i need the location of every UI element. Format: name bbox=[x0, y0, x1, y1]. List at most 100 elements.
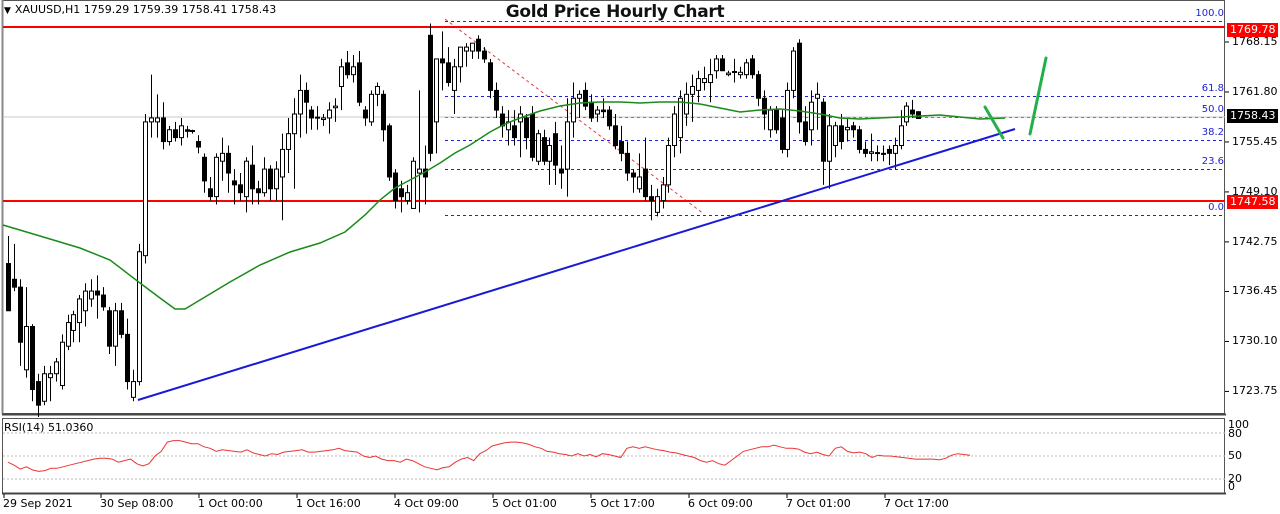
time-tick-label: 6 Oct 09:00 bbox=[688, 497, 753, 510]
bullish-candle bbox=[827, 125, 832, 162]
main-pane-frame bbox=[2, 0, 1225, 414]
price-tick-label: 1736.45 bbox=[1232, 284, 1278, 298]
bullish-candle bbox=[143, 121, 148, 257]
bullish-candle bbox=[702, 78, 707, 84]
bullish-candle bbox=[411, 160, 416, 209]
bearish-candle bbox=[524, 117, 529, 139]
price-tick-label: 1742.75 bbox=[1232, 234, 1278, 248]
bullish-candle bbox=[137, 251, 142, 383]
bullish-candle bbox=[262, 168, 267, 194]
bearish-candle bbox=[125, 333, 130, 383]
bullish-candle bbox=[339, 66, 344, 87]
bullish-candle bbox=[547, 144, 552, 162]
bearish-candle bbox=[780, 117, 785, 150]
bullish-candle bbox=[333, 105, 338, 109]
time-tick-label: 7 Oct 17:00 bbox=[884, 497, 949, 510]
bullish-candle bbox=[66, 322, 71, 347]
forecast-stroke bbox=[983, 105, 1005, 140]
bullish-candle bbox=[470, 42, 475, 52]
bearish-candle bbox=[821, 101, 826, 162]
bullish-candle bbox=[744, 62, 749, 76]
bearish-candle bbox=[583, 89, 588, 107]
bearish-candle bbox=[750, 58, 755, 76]
price-tick-label: 1723.75 bbox=[1232, 384, 1278, 398]
bullish-candle bbox=[577, 93, 582, 99]
bearish-candle bbox=[916, 111, 921, 119]
time-tick-label: 1 Oct 00:00 bbox=[198, 497, 263, 510]
bullish-candle bbox=[369, 93, 374, 123]
rsi-axis-50: 50 bbox=[1228, 449, 1242, 462]
bullish-candle bbox=[60, 341, 65, 387]
bearish-candle bbox=[803, 121, 808, 143]
time-tick-label: 5 Oct 01:00 bbox=[492, 497, 557, 510]
bearish-candle bbox=[256, 188, 261, 194]
bearish-candle bbox=[613, 125, 618, 146]
bearish-candle bbox=[601, 109, 606, 113]
price-tick-label: 1768.15 bbox=[1232, 35, 1278, 48]
bullish-candle bbox=[71, 314, 76, 331]
fib-level-label: 23.6 bbox=[1201, 156, 1224, 167]
collapse-triangle-icon[interactable]: ▼ bbox=[4, 6, 11, 16]
rsi-label: RSI(14) 51.0360 bbox=[4, 421, 94, 434]
bullish-candle bbox=[690, 85, 695, 95]
bearish-candle bbox=[173, 129, 178, 139]
fib-level-label: 61.8 bbox=[1201, 83, 1224, 94]
bearish-candle bbox=[887, 148, 892, 154]
bullish-candle bbox=[214, 156, 219, 198]
time-tick-label: 7 Oct 01:00 bbox=[786, 497, 851, 510]
bullish-candle bbox=[714, 58, 719, 72]
rsi-line bbox=[7, 440, 971, 472]
bullish-candle bbox=[738, 71, 743, 76]
bullish-candle bbox=[375, 85, 380, 95]
bullish-candle bbox=[875, 152, 880, 155]
bearish-candle bbox=[440, 58, 445, 64]
bearish-candle bbox=[202, 156, 207, 182]
bullish-candle bbox=[869, 151, 874, 154]
bearish-candle bbox=[304, 89, 309, 103]
bearish-candle bbox=[619, 141, 624, 154]
fib-level-label: 38.2 bbox=[1201, 127, 1224, 138]
bullish-candle bbox=[190, 130, 195, 133]
rsi-indicator bbox=[3, 432, 1225, 480]
bearish-candle bbox=[488, 62, 493, 91]
bullish-candle bbox=[595, 109, 600, 115]
bearish-candle bbox=[851, 125, 856, 131]
rsi-axis-0: 0 bbox=[1228, 480, 1235, 493]
bullish-trend-line[interactable] bbox=[137, 128, 1016, 401]
moving-average-line bbox=[2, 101, 1006, 310]
symbol-ohlc-header: ▼ XAUUSD,H1 1759.29 1759.39 1758.41 1758.… bbox=[4, 3, 276, 16]
bullish-candle bbox=[77, 298, 82, 324]
forecast-arrows[interactable] bbox=[983, 56, 1048, 140]
bearish-candle bbox=[12, 278, 17, 288]
resistance-price-tag: 1769.78 bbox=[1227, 23, 1278, 37]
bearish-candle bbox=[542, 137, 547, 162]
time-tick-label: 1 Oct 16:00 bbox=[296, 497, 361, 510]
bullish-candle bbox=[351, 66, 356, 76]
bearish-candle bbox=[18, 286, 23, 343]
price-tick-label: 1755.45 bbox=[1232, 134, 1278, 148]
bearish-candle bbox=[839, 125, 844, 143]
bullish-candle bbox=[672, 113, 677, 146]
bullish-candle bbox=[893, 144, 898, 154]
horizontal-levels[interactable] bbox=[3, 26, 1225, 202]
bullish-candle bbox=[434, 58, 439, 123]
bullish-candle bbox=[155, 117, 160, 123]
price-tick-label: 1730.10 bbox=[1232, 334, 1278, 348]
candlestick-series bbox=[6, 23, 921, 418]
bearish-candle bbox=[607, 109, 612, 127]
bearish-candle bbox=[399, 188, 404, 198]
price-tick-label: 1761.80 bbox=[1232, 84, 1278, 98]
bearish-candle bbox=[774, 109, 779, 131]
bullish-candle bbox=[327, 109, 332, 119]
bearish-candle bbox=[762, 97, 767, 115]
bearish-candle bbox=[36, 381, 41, 406]
bullish-candle bbox=[678, 97, 683, 139]
ma-polyline bbox=[2, 101, 1006, 310]
bearish-candle bbox=[95, 290, 100, 296]
bearish-candle bbox=[268, 168, 273, 190]
time-tick-label: 30 Sep 08:00 bbox=[100, 497, 174, 510]
bearish-candle bbox=[101, 294, 106, 308]
bearish-candle bbox=[649, 196, 654, 202]
